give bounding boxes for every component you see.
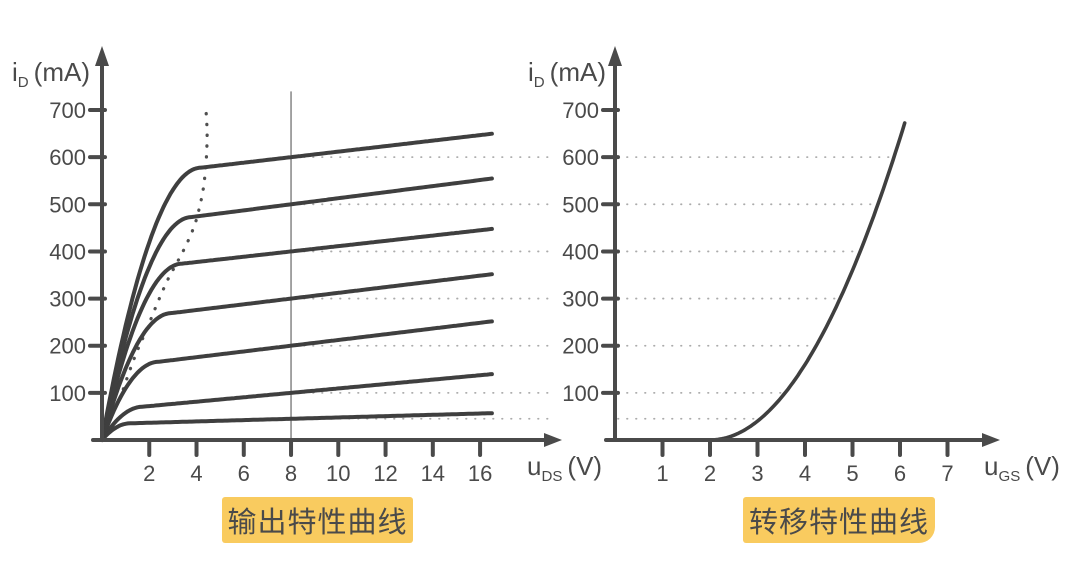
output-x-tick-label: 8	[285, 461, 297, 486]
transfer-y-axis-arrow	[608, 46, 622, 66]
transfer-y-tick-label: 600	[562, 145, 599, 170]
transfer-y-axis-title: iD (mA)	[528, 57, 606, 91]
transfer-y-tick-label: 300	[562, 287, 599, 312]
transfer-y-tick-label: 400	[562, 239, 599, 264]
output-x-tick-label: 14	[421, 461, 445, 486]
output-x-axis-title: uDS (V)	[527, 451, 603, 485]
output-y-axis-subscript: D	[17, 74, 29, 92]
output-x-tick-label: 4	[190, 461, 202, 486]
transfer-y-axis-subscript: D	[533, 74, 545, 92]
transfer-x-axis-subscript: GS	[998, 468, 1021, 486]
transfer-x-tick-label: 6	[894, 461, 906, 486]
output-curve	[100, 131, 494, 442]
output-chart-caption: 输出特性曲线	[222, 497, 413, 543]
transfer-x-axis-arrow	[982, 433, 1000, 447]
output-curve	[100, 319, 494, 442]
transfer-x-axis-unit: (V)	[1025, 451, 1060, 481]
output-x-axis-unit: (V)	[567, 451, 603, 481]
output-y-axis-symbol: i	[12, 57, 18, 87]
output-x-axis-symbol: u	[527, 451, 542, 481]
output-y-tick-label: 400	[49, 239, 86, 264]
output-y-axis-arrow	[95, 46, 109, 66]
output-y-tick-label: 500	[49, 192, 86, 217]
transfer-y-tick-label: 500	[562, 192, 599, 217]
output-y-tick-label: 300	[49, 287, 86, 312]
output-y-tick-label: 600	[49, 145, 86, 170]
transfer-x-tick-label: 7	[941, 461, 953, 486]
output-y-tick-label: 200	[49, 334, 86, 359]
output-curve	[100, 176, 494, 442]
transfer-y-tick-label: 100	[562, 381, 599, 406]
transfer-y-tick-label: 200	[562, 334, 599, 359]
transfer-y-axis-unit: (mA)	[549, 57, 606, 87]
output-x-tick-label: 2	[143, 461, 155, 486]
output-x-axis-subscript: DS	[541, 468, 563, 486]
transfer-y-axis-symbol: i	[528, 57, 534, 87]
output-x-tick-label: 10	[326, 461, 350, 486]
output-x-tick-label: 16	[468, 461, 492, 486]
transfer-x-tick-label: 5	[846, 461, 858, 486]
transfer-curve	[708, 121, 907, 442]
transfer-chart-caption: 转移特性曲线	[743, 497, 935, 543]
transfer-y-tick-label: 700	[562, 98, 599, 123]
output-y-axis-title: iD (mA)	[12, 57, 90, 91]
output-x-tick-label: 12	[373, 461, 397, 486]
output-curve	[100, 226, 494, 442]
output-y-axis-unit: (mA)	[33, 57, 90, 87]
transfer-x-axis-title: uGS (V)	[984, 451, 1060, 485]
output-curve	[100, 411, 494, 442]
transfer-x-tick-label: 2	[704, 461, 716, 486]
saturation-boundary-locus	[121, 102, 209, 391]
transfer-x-axis-symbol: u	[984, 451, 999, 481]
transfer-x-tick-label: 4	[799, 461, 811, 486]
output-y-tick-label: 700	[49, 98, 86, 123]
transfer-x-tick-label: 1	[656, 461, 668, 486]
transfer-x-tick-label: 3	[751, 461, 763, 486]
output-y-tick-label: 100	[49, 381, 86, 406]
output-x-tick-label: 6	[238, 461, 250, 486]
output-x-axis-arrow	[544, 433, 562, 447]
output-curve	[100, 372, 494, 442]
output-curve	[100, 272, 494, 442]
